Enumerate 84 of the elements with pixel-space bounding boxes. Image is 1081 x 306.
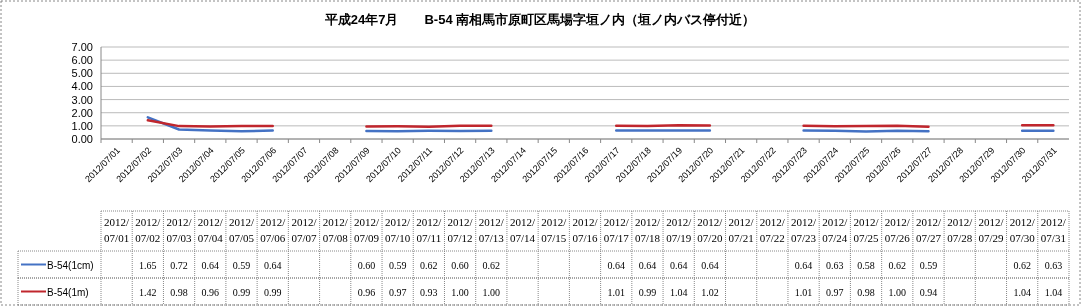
category-label: 2012/07/20 bbox=[697, 216, 723, 244]
data-label: 0.97 bbox=[388, 286, 407, 298]
category-label: 2012/07/25 bbox=[853, 216, 879, 244]
data-label: 0.63 bbox=[1044, 259, 1063, 271]
category-label: 2012/07/21 bbox=[728, 216, 754, 244]
category-label: 2012/07/16 bbox=[572, 216, 598, 244]
data-label: 0.59 bbox=[232, 259, 251, 271]
data-label: 0.64 bbox=[794, 259, 813, 271]
data-label: 0.62 bbox=[888, 259, 907, 271]
data-label: 0.62 bbox=[1013, 259, 1031, 271]
chart-title: 平成24年7月 B-54 南相馬市原町区馬場字垣ノ内（垣ノ内バス停付近） bbox=[323, 12, 756, 27]
category-label: 2012/07/17 bbox=[603, 216, 629, 244]
data-label: 0.58 bbox=[857, 259, 875, 271]
data-label: 0.94 bbox=[919, 286, 938, 298]
data-label: 0.72 bbox=[170, 259, 188, 271]
data-label: 0.59 bbox=[919, 259, 938, 271]
data-label: 0.99 bbox=[263, 286, 282, 298]
y-tick-label: 0.00 bbox=[71, 133, 93, 145]
data-label: 0.59 bbox=[388, 259, 407, 271]
category-label: 2012/07/22 bbox=[759, 216, 785, 244]
data-label: 0.62 bbox=[420, 259, 438, 271]
y-tick-label: 5.00 bbox=[71, 67, 93, 80]
category-label: 2012/07/15 bbox=[541, 216, 567, 244]
data-label: 0.97 bbox=[826, 286, 844, 298]
data-label: 0.62 bbox=[482, 259, 501, 271]
data-label: 0.96 bbox=[201, 286, 220, 298]
data-label: 0.64 bbox=[701, 259, 719, 271]
data-label: 0.64 bbox=[669, 259, 688, 271]
data-label: 1.04 bbox=[1044, 286, 1063, 298]
category-label: 2012/07/26 bbox=[884, 216, 910, 244]
data-label: 1.04 bbox=[669, 286, 688, 298]
category-label: 2012/07/19 bbox=[666, 216, 692, 244]
data-label: 0.64 bbox=[263, 259, 282, 271]
category-label: 2012/07/28 bbox=[947, 216, 973, 244]
category-label: 2012/07/08 bbox=[322, 216, 348, 244]
data-label: 0.98 bbox=[170, 286, 188, 298]
data-label: 1.04 bbox=[1013, 286, 1031, 298]
legend-label: B-54(1m) bbox=[47, 286, 89, 298]
category-label: 2012/07/11 bbox=[416, 216, 442, 244]
category-label: 2012/07/02 bbox=[135, 216, 161, 244]
data-label: 1.00 bbox=[482, 286, 501, 298]
data-label: 1.02 bbox=[701, 286, 719, 298]
data-label: 1.65 bbox=[139, 259, 157, 271]
y-tick-label: 2.00 bbox=[71, 106, 93, 119]
category-label: 2012/07/10 bbox=[385, 216, 411, 244]
data-label: 0.60 bbox=[357, 259, 376, 271]
category-label: 2012/07/01 bbox=[104, 216, 130, 244]
data-label: 1.01 bbox=[607, 286, 625, 298]
category-label: 2012/07/14 bbox=[510, 216, 536, 244]
category-label: 2012/07/23 bbox=[791, 216, 817, 244]
y-tick-label: 3.00 bbox=[71, 93, 93, 106]
category-label: 2012/07/18 bbox=[634, 216, 660, 244]
y-tick-label: 4.00 bbox=[71, 80, 93, 93]
category-label: 2012/07/04 bbox=[197, 216, 223, 244]
data-label: 0.96 bbox=[357, 286, 376, 298]
data-label: 0.60 bbox=[451, 259, 469, 271]
y-tick-label: 6.00 bbox=[71, 54, 93, 67]
data-label: 0.93 bbox=[420, 286, 438, 298]
data-label: 1.42 bbox=[139, 286, 157, 298]
category-label: 2012/07/03 bbox=[166, 216, 192, 244]
category-label: 2012/07/13 bbox=[478, 216, 504, 244]
category-label: 2012/07/29 bbox=[978, 216, 1004, 244]
data-label: 0.99 bbox=[232, 286, 251, 298]
category-label: 2012/07/30 bbox=[1009, 216, 1035, 244]
category-label: 2012/07/06 bbox=[260, 216, 286, 244]
category-label: 2012/07/24 bbox=[822, 216, 848, 244]
data-label: 0.63 bbox=[826, 259, 844, 271]
category-label: 2012/07/07 bbox=[291, 216, 317, 244]
y-tick-label: 1.00 bbox=[71, 119, 93, 132]
category-label: 2012/07/09 bbox=[353, 216, 379, 244]
category-label: 2012/07/12 bbox=[447, 216, 473, 244]
data-label: 1.00 bbox=[888, 286, 907, 298]
legend-label: B-54(1cm) bbox=[47, 259, 94, 271]
data-label: 0.64 bbox=[638, 259, 657, 271]
category-label: 2012/07/31 bbox=[1040, 216, 1066, 244]
data-label: 0.99 bbox=[638, 286, 657, 298]
data-label: 1.00 bbox=[451, 286, 469, 298]
category-label: 2012/07/05 bbox=[228, 216, 255, 244]
data-label: 0.64 bbox=[607, 259, 625, 271]
data-label: 0.98 bbox=[857, 286, 875, 298]
y-tick-label: 7.00 bbox=[71, 41, 93, 53]
category-label: 2012/07/27 bbox=[915, 216, 942, 244]
data-label: 0.64 bbox=[201, 259, 220, 271]
data-label: 1.01 bbox=[794, 286, 813, 298]
